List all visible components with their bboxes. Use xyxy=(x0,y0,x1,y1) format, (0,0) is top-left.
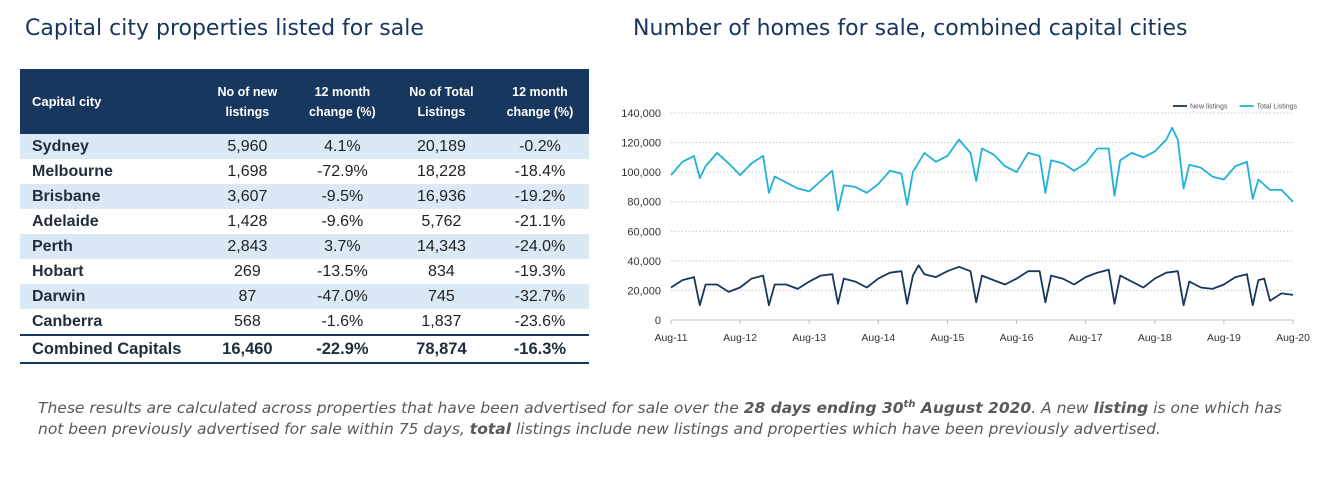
header-new-change: 12 month change (%) xyxy=(309,84,376,119)
footnote: These results are calculated across prop… xyxy=(38,398,1282,438)
new-listings-cell: 1,428 xyxy=(227,212,268,230)
x-tick-label: Aug-16 xyxy=(1000,332,1034,344)
total-change-cell: -21.1% xyxy=(514,212,566,230)
legend-label: Total Listings xyxy=(1257,104,1298,111)
total-total-listings-cell: 78,874 xyxy=(391,334,491,364)
x-tick-label: Aug-17 xyxy=(1069,332,1103,344)
total-change-cell: -19.3% xyxy=(514,262,566,280)
new-change-cell: -9.5% xyxy=(321,187,364,205)
total-change-cell: -0.2% xyxy=(519,137,561,155)
total-change-cell: -23.6% xyxy=(514,312,566,330)
new-listings-cell: 269 xyxy=(234,262,261,280)
total-change-cell: -19.2% xyxy=(514,187,566,205)
new-change-cell: -47.0% xyxy=(317,287,368,305)
x-tick-label: Aug-15 xyxy=(931,332,965,344)
table-row: Darwin 87 -47.0% 745 -32.7% xyxy=(20,284,589,309)
new-listings-cell: 568 xyxy=(234,312,261,330)
table-row: Sydney 5,960 4.1% 20,189 -0.2% xyxy=(20,134,589,159)
series-line-new-listings xyxy=(670,264,1294,307)
new-listings-cell: 2,843 xyxy=(227,237,268,255)
x-tick-label: Aug-18 xyxy=(1138,332,1172,344)
total-listings-cell: 16,936 xyxy=(416,187,466,205)
total-new-listings-cell: 16,460 xyxy=(201,334,293,364)
total-city-cell: Combined Capitals xyxy=(20,334,202,364)
x-tick-label: Aug-19 xyxy=(1207,332,1241,344)
city-cell: Hobart xyxy=(32,262,84,280)
total-change-cell: -24.0% xyxy=(514,237,566,255)
footnote-period: 28 days ending 30th August 2020 xyxy=(743,398,1032,417)
new-change-cell: -13.5% xyxy=(317,262,368,280)
total-listings-cell: 18,228 xyxy=(416,162,466,180)
table-title: Capital city properties listed for sale xyxy=(25,16,424,41)
new-change-cell: -72.9% xyxy=(317,162,368,180)
chart-title: Number of homes for sale, combined capit… xyxy=(633,16,1188,41)
y-tick-label: 80,000 xyxy=(627,197,661,209)
total-listings-cell: 20,189 xyxy=(416,137,466,155)
listings-line-chart: 0 20,000 40,000 60,000 80,000 100,000 120,000 1… xyxy=(621,104,1310,345)
y-tick-label: 0 xyxy=(655,315,661,327)
new-change-cell: 3.7% xyxy=(324,237,361,255)
total-new-change-cell: -22.9% xyxy=(292,334,392,364)
header-new-listings: No of new listings xyxy=(217,84,278,119)
total-listings-cell: 834 xyxy=(428,262,455,280)
table-row: Hobart 269 -13.5% 834 -19.3% xyxy=(20,259,589,284)
x-tick-label: Aug-20 xyxy=(1276,332,1310,344)
new-change-cell: -9.6% xyxy=(321,212,364,230)
footnote-total-term: total xyxy=(469,420,512,438)
total-total-change-cell: -16.3% xyxy=(490,334,589,364)
series-line-total-listings xyxy=(670,126,1294,212)
legend-label: New listings xyxy=(1190,104,1228,111)
new-change-cell: 4.1% xyxy=(324,137,361,155)
table-row: Perth 2,843 3.7% 14,343 -24.0% xyxy=(20,234,589,259)
table-header: Capital city No of new listings 12 month… xyxy=(20,69,589,134)
x-tick-label: Aug-12 xyxy=(723,332,757,344)
total-listings-cell: 5,762 xyxy=(421,212,462,230)
city-cell: Perth xyxy=(32,237,73,255)
y-tick-label: 100,000 xyxy=(621,167,661,179)
total-listings-cell: 745 xyxy=(428,287,455,305)
total-change-cell: -18.4% xyxy=(514,162,566,180)
header-total-change: 12 month change (%) xyxy=(506,84,574,119)
table-row: Canberra 568 -1.6% 1,837 -23.6% xyxy=(20,309,589,335)
city-cell: Darwin xyxy=(32,287,86,305)
x-tick-label: Aug-11 xyxy=(654,332,687,344)
y-tick-label: 60,000 xyxy=(627,226,661,238)
y-tick-label: 120,000 xyxy=(621,138,661,150)
city-cell: Canberra xyxy=(32,312,103,330)
total-listings-cell: 1,837 xyxy=(421,312,462,330)
y-tick-label: 20,000 xyxy=(627,285,661,297)
footnote-text-1: These results are calculated across prop… xyxy=(38,399,744,417)
footnote-listing-term: listing xyxy=(1093,399,1149,417)
table-row: Brisbane 3,607 -9.5% 16,936 -19.2% xyxy=(20,184,589,209)
new-listings-cell: 1,698 xyxy=(227,162,268,180)
city-cell: Adelaide xyxy=(32,212,99,230)
x-tick-label: Aug-13 xyxy=(792,332,826,344)
new-change-cell: -1.6% xyxy=(321,312,364,330)
table-row: Adelaide 1,428 -9.6% 5,762 -21.1% xyxy=(20,209,589,234)
new-listings-cell: 87 xyxy=(238,287,257,305)
header-total-listings: No of Total Listings xyxy=(409,84,474,119)
city-cell: Melbourne xyxy=(32,162,113,180)
city-cell: Sydney xyxy=(32,137,89,155)
y-tick-label: 40,000 xyxy=(627,256,661,268)
total-listings-cell: 14,343 xyxy=(416,237,466,255)
new-listings-cell: 3,607 xyxy=(227,187,268,205)
header-capital-city: Capital city xyxy=(32,93,102,109)
listings-table: Capital city No of new listings 12 month… xyxy=(20,69,589,364)
x-tick-label: Aug-14 xyxy=(861,332,895,344)
table-row: Melbourne 1,698 -72.9% 18,228 -18.4% xyxy=(20,159,589,184)
new-listings-cell: 5,960 xyxy=(227,137,268,155)
city-cell: Brisbane xyxy=(32,187,101,205)
table-total-row: Combined Capitals 16,460 -22.9% 78,874 -16.3… xyxy=(20,334,589,364)
total-change-cell: -32.7% xyxy=(514,287,566,305)
y-tick-label: 140,000 xyxy=(621,108,661,120)
